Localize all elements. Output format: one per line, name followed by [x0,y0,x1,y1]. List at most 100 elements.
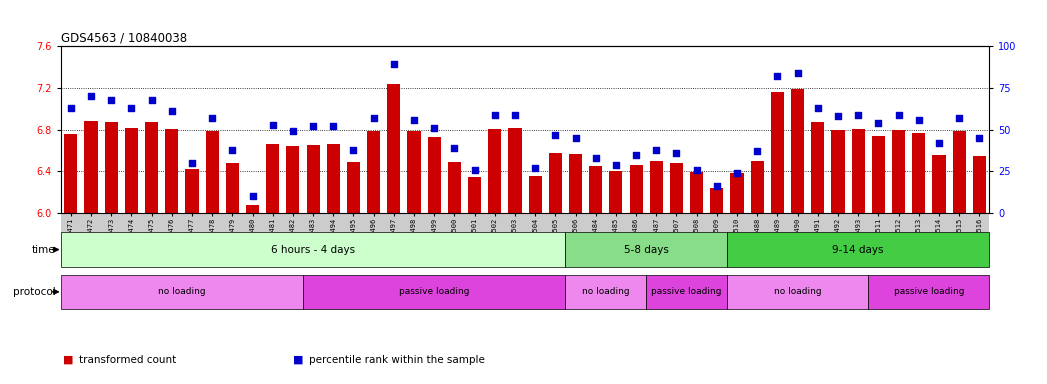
Bar [727,275,868,309]
Text: protocol: protocol [13,287,55,297]
Point [809,105,826,111]
Bar [727,232,989,267]
Bar [367,131,380,213]
Point [244,194,261,200]
Text: 5-8 days: 5-8 days [624,245,669,255]
Text: passive loading: passive loading [399,287,469,296]
Text: ■: ■ [293,355,304,365]
Bar [529,175,541,213]
Point [567,135,584,141]
Bar [933,155,945,213]
Point [224,147,241,153]
Point [305,123,321,129]
Bar [407,131,421,213]
Bar [565,275,646,309]
Bar [205,131,219,213]
Point [103,96,119,103]
Text: transformed count: transformed count [79,355,176,365]
Point [648,147,665,153]
Bar [569,154,582,213]
Bar [565,232,727,267]
Point [63,105,80,111]
Bar [387,84,400,213]
Point [264,121,281,127]
Text: no loading: no loading [774,287,822,296]
Point [547,132,563,138]
Point [607,162,624,168]
Bar [303,275,565,309]
Point [527,165,543,171]
Bar [892,130,905,213]
Bar [64,134,77,213]
Point [688,167,705,173]
Bar [868,275,989,309]
Point [870,120,887,126]
Bar [85,121,97,213]
Bar [468,177,482,213]
Point [628,152,645,158]
Text: GDS4563 / 10840038: GDS4563 / 10840038 [61,32,186,45]
Bar [609,171,623,213]
Point [931,140,948,146]
Point [385,61,402,68]
Bar [105,122,117,213]
Text: percentile rank within the sample: percentile rank within the sample [309,355,485,365]
Bar [61,275,303,309]
Text: time: time [31,245,55,255]
Point [890,111,907,118]
Point [163,108,180,114]
Bar [751,161,764,213]
Point [204,115,221,121]
Bar [246,205,259,213]
Bar [347,162,360,213]
Bar [650,161,663,213]
Bar [792,89,804,213]
Point [729,170,745,176]
Point [789,70,806,76]
Text: ■: ■ [63,355,73,365]
Point [466,167,483,173]
Bar [851,129,865,213]
Text: 6 hours - 4 days: 6 hours - 4 days [271,245,355,255]
Bar [185,169,199,213]
Point [829,113,846,119]
Point [285,128,302,134]
Point [122,105,139,111]
Bar [125,127,138,213]
Bar [771,92,784,213]
Point [405,116,422,122]
Point [587,155,604,161]
Bar [61,232,565,267]
Text: passive loading: passive loading [651,287,721,296]
Bar [811,122,824,213]
Point [749,148,765,154]
Bar [953,131,965,213]
Point [770,73,786,79]
Point [971,135,987,141]
Point [850,111,867,118]
Bar [731,174,743,213]
Bar [165,129,178,213]
Point [183,160,200,166]
Bar [427,137,441,213]
Text: no loading: no loading [582,287,629,296]
Bar [646,275,727,309]
Text: 9-14 days: 9-14 days [832,245,884,255]
Bar [146,122,158,213]
Bar [629,165,643,213]
Bar [710,188,723,213]
Point [507,111,524,118]
Point [325,123,341,129]
Bar [670,163,683,213]
Point [668,150,685,156]
Bar [973,156,986,213]
Point [709,183,726,189]
Point [426,125,443,131]
Bar [549,152,562,213]
Point [911,116,928,122]
Point [365,115,382,121]
Bar [266,144,280,213]
Point [487,111,504,118]
Bar [690,172,704,213]
Text: passive loading: passive loading [893,287,964,296]
